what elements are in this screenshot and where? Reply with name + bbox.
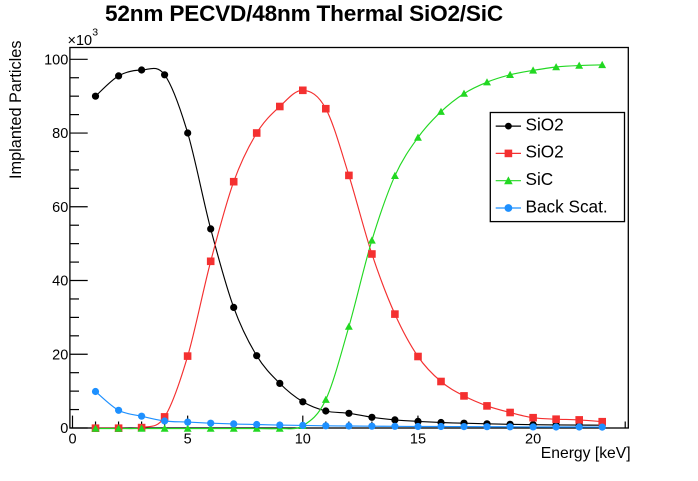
- svg-text:20: 20: [525, 431, 541, 447]
- svg-text:SiC: SiC: [526, 169, 554, 189]
- svg-text:0: 0: [68, 431, 76, 447]
- svg-text:0: 0: [60, 421, 68, 437]
- svg-text:3: 3: [92, 27, 98, 39]
- svg-text:×10: ×10: [68, 33, 93, 49]
- svg-text:20: 20: [52, 347, 68, 363]
- svg-text:5: 5: [184, 431, 192, 447]
- svg-text:Back Scat.: Back Scat.: [526, 196, 608, 216]
- svg-text:100: 100: [44, 52, 68, 68]
- svg-text:Implanted Particles: Implanted Particles: [7, 41, 25, 179]
- svg-text:80: 80: [52, 126, 68, 142]
- svg-text:10: 10: [295, 431, 311, 447]
- svg-text:60: 60: [52, 200, 68, 216]
- svg-text:15: 15: [410, 431, 426, 447]
- svg-text:Energy [keV]: Energy [keV]: [541, 445, 631, 462]
- svg-text:SiO2: SiO2: [526, 142, 564, 162]
- svg-text:40: 40: [52, 274, 68, 290]
- svg-text:SiO2: SiO2: [526, 114, 564, 134]
- svg-text:52nm PECVD/48nm Thermal SiO2/S: 52nm PECVD/48nm Thermal SiO2/SiC: [105, 1, 503, 26]
